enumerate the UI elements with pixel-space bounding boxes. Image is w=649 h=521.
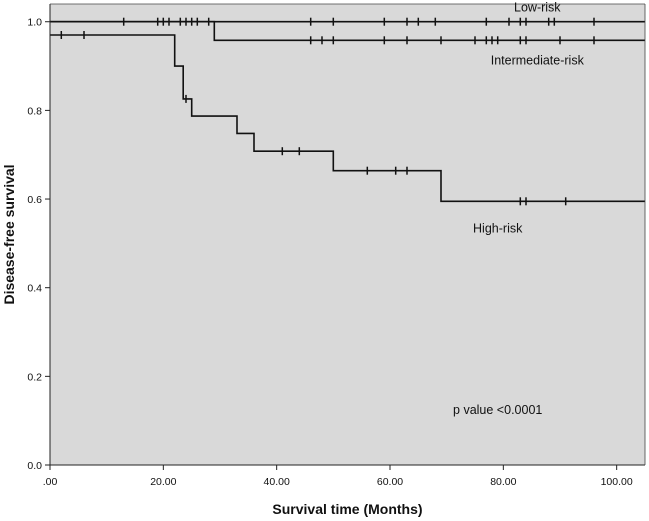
axes: .00 20.00 40.00 60.00 80.00 100.00 0.0 0.2 0.4 0.… <box>27 3 646 488</box>
x-axis-title: Survival time (Months) <box>272 501 422 517</box>
y-tick-label: 0.2 <box>27 371 42 383</box>
series-labels: Low-risk Intermediate-risk High-risk <box>473 1 585 236</box>
series-label: Low-risk <box>514 1 561 15</box>
y-tick-label: 0.8 <box>27 105 42 117</box>
y-tick-label: 1.0 <box>27 17 42 29</box>
x-tick-label: 20.00 <box>150 476 176 488</box>
p-value-annotation: p value <0.0001 <box>453 403 542 417</box>
censor-marks <box>60 17 595 206</box>
x-tick-label: 100.00 <box>601 476 633 488</box>
series-label: High-risk <box>473 221 523 235</box>
y-tick-label: 0.4 <box>27 283 42 295</box>
plot-area <box>50 4 645 465</box>
y-tick-label: 0.0 <box>27 460 42 472</box>
series-label: Intermediate-risk <box>491 54 585 68</box>
y-axis-title: Disease-free survival <box>1 164 17 304</box>
survival-curves <box>50 20 645 203</box>
series-line-high-risk <box>50 34 645 203</box>
x-tick-label: 60.00 <box>377 476 403 488</box>
series-line-intermediate-risk <box>50 20 645 42</box>
x-tick-label: 40.00 <box>264 476 290 488</box>
y-tick-label: 0.6 <box>27 194 42 206</box>
x-tick-label: .00 <box>43 476 58 488</box>
x-tick-label: 80.00 <box>490 476 516 488</box>
